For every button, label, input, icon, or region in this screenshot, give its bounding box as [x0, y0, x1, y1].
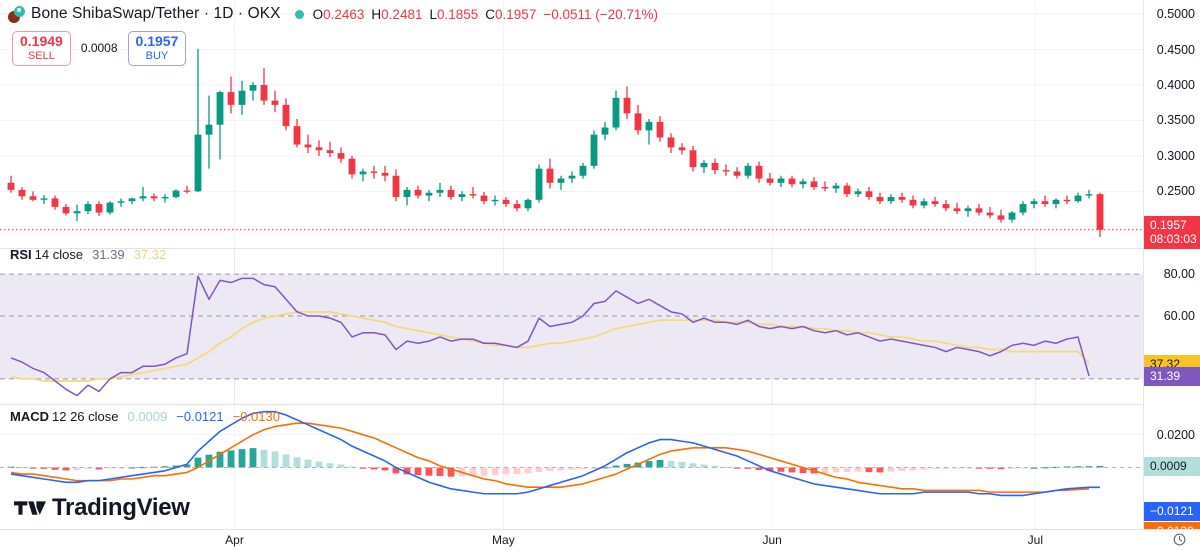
- last-price-badge[interactable]: 0.1957 08:03:03: [1144, 215, 1200, 250]
- bone-shibaswap-icon: [8, 5, 25, 23]
- buy-price: 0.1957: [135, 33, 179, 49]
- chart-legend: Bone ShibaSwap/Tether · 1D · OKX O0.2463…: [8, 3, 658, 25]
- macd-hist-value: 0.0009: [127, 409, 168, 424]
- rsi-tick: 80.00: [1163, 267, 1195, 282]
- high-label: H: [371, 6, 382, 22]
- change-value: −0.0511: [543, 6, 592, 22]
- price-tick: 0.3000: [1156, 148, 1195, 163]
- low-value: 0.1855: [436, 6, 479, 22]
- time-tick: Apr: [225, 533, 244, 547]
- spread-value: 0.0008: [80, 41, 118, 56]
- low-label: L: [429, 6, 437, 22]
- price-tick: 0.4000: [1156, 78, 1195, 93]
- last-price-value: 0.1957: [1150, 217, 1187, 232]
- price-tick: 0.4500: [1156, 42, 1195, 57]
- rsi-legend[interactable]: RSI 14 close 31.39 37.32: [10, 247, 166, 262]
- sell-price: 0.1949: [20, 33, 63, 49]
- open-label: O: [312, 6, 324, 22]
- macd-line-value: −0.0121: [176, 409, 224, 424]
- clock-icon[interactable]: [1173, 533, 1186, 546]
- time-tick: May: [492, 533, 515, 547]
- macd-hist-badge[interactable]: 0.0009: [1144, 457, 1200, 476]
- close-label: C: [485, 6, 496, 22]
- price-tick: 0.5000: [1156, 7, 1195, 22]
- price-tick: 0.3500: [1156, 113, 1195, 128]
- macd-pane[interactable]: [0, 405, 1144, 530]
- countdown-value: 08:03:03: [1150, 232, 1197, 247]
- rsi-tick: 60.00: [1163, 309, 1195, 324]
- close-value: 0.1957: [495, 6, 537, 22]
- bid-ask-group: 0.1949 SELL 0.0008 0.1957 BUY: [12, 31, 187, 66]
- symbol-title[interactable]: Bone ShibaSwap/Tether · 1D · OKX: [31, 5, 281, 22]
- macd-name: MACD: [10, 409, 49, 424]
- pane-divider-2: [0, 404, 1144, 405]
- rsi-name: RSI: [10, 247, 32, 262]
- sell-button[interactable]: 0.1949 SELL: [12, 31, 71, 66]
- macd-signal-value: −0.0130: [232, 409, 280, 424]
- price-pane[interactable]: [0, 0, 1144, 248]
- rsi-pane[interactable]: [0, 249, 1144, 404]
- buy-label: BUY: [145, 49, 169, 62]
- buy-button[interactable]: 0.1957 BUY: [127, 31, 187, 66]
- rsi-value-badge[interactable]: 31.39: [1144, 366, 1200, 386]
- rsi-ma-value: 37.32: [133, 247, 167, 262]
- price-scale[interactable]: 0.5000 0.4500 0.4000 0.3500 0.3000 0.2500 0.19…: [1143, 0, 1200, 541]
- time-scale[interactable]: Apr May Jun Jul: [0, 529, 1200, 550]
- open-value: 0.2463: [323, 6, 365, 22]
- sell-label: SELL: [27, 49, 55, 62]
- market-open-dot: [294, 9, 304, 19]
- rsi-value: 31.39: [92, 247, 125, 262]
- pane-divider-1: [0, 248, 1144, 249]
- macd-line-badge[interactable]: −0.0121: [1144, 502, 1200, 521]
- time-tick: Jun: [762, 533, 782, 547]
- change-percent: (−20.71%): [595, 6, 658, 22]
- macd-args: 12 26 close: [52, 409, 119, 424]
- ohlc-values: O0.2463 H0.2481 L0.1855 C0.1957 −0.0511 (−20…: [313, 7, 658, 22]
- high-value: 0.2481: [381, 6, 423, 22]
- macd-tick: 0.0200: [1156, 427, 1195, 442]
- price-tick: 0.2500: [1156, 184, 1195, 199]
- macd-legend[interactable]: MACD 12 26 close 0.0009 −0.0121 −0.0130: [10, 409, 280, 424]
- time-tick: Jul: [1027, 533, 1043, 547]
- rsi-args: 14 close: [34, 247, 84, 262]
